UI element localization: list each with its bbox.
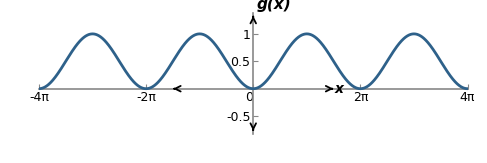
Text: x: x <box>335 82 344 96</box>
Text: g(x): g(x) <box>256 0 291 13</box>
